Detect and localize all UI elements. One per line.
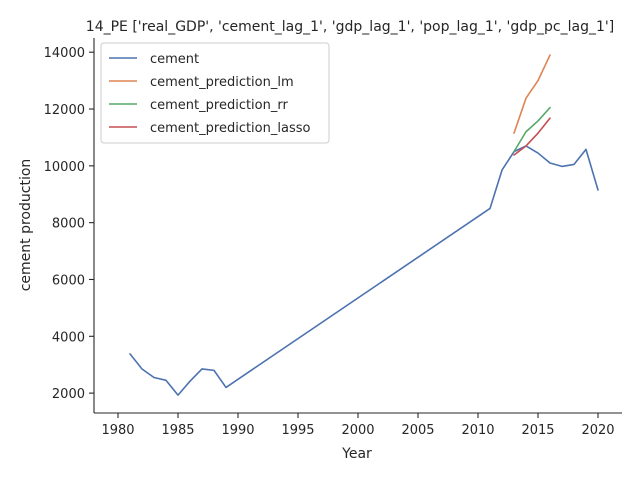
- y-tick-label: 6000: [52, 273, 85, 288]
- plot-area: [129, 54, 599, 396]
- y-axis: 2000 4000 6000 8000 10000 12000 14000: [44, 38, 95, 413]
- x-tick-label: 2005: [401, 423, 434, 438]
- x-tick-label: 1985: [161, 423, 194, 438]
- chart-title: 14_PE ['real_GDP', 'cement_lag_1', 'gdp_…: [86, 19, 614, 35]
- x-axis-label: Year: [341, 446, 372, 462]
- legend-label-cement: cement: [150, 52, 199, 67]
- series-line-cement-prediction-rr: [513, 106, 551, 153]
- x-tick-label: 2010: [461, 423, 494, 438]
- y-tick-label: 4000: [52, 330, 85, 345]
- y-axis-label: cement production: [18, 159, 34, 292]
- y-tick-label: 10000: [44, 160, 85, 175]
- y-tick-label: 14000: [44, 46, 85, 61]
- y-tick-label: 2000: [52, 387, 85, 402]
- x-tick-label: 2020: [581, 423, 614, 438]
- series-line-cement-prediction-lm: [513, 54, 551, 134]
- x-tick-label: 2015: [521, 423, 554, 438]
- series-line-cement: [129, 145, 599, 396]
- legend-label-cement-prediction-lm: cement_prediction_lm: [150, 75, 294, 90]
- legend: cement cement_prediction_lm cement_predict…: [100, 42, 330, 144]
- x-tick-label: 1980: [101, 423, 134, 438]
- y-tick-label: 8000: [52, 217, 85, 232]
- y-tick-label: 12000: [44, 103, 85, 118]
- legend-label-cement-prediction-lasso: cement_prediction_lasso: [150, 121, 310, 136]
- x-axis: 1980 1985 1990 1995 2000 2005 2010 2015 2020: [94, 412, 622, 438]
- x-tick-label: 1995: [281, 423, 314, 438]
- legend-frame: [100, 42, 330, 144]
- x-tick-label: 1990: [221, 423, 254, 438]
- x-tick-label: 2000: [341, 423, 374, 438]
- series-line-cement-prediction-lasso: [513, 117, 551, 156]
- legend-label-cement-prediction-rr: cement_prediction_rr: [150, 98, 288, 113]
